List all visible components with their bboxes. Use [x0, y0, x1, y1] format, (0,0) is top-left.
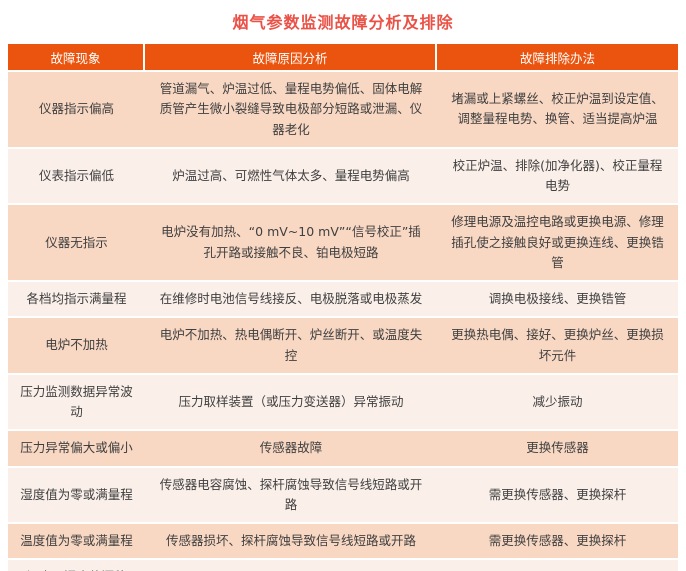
- cell-phenomenon: 温度、湿度值漂移大，不稳定: [8, 560, 145, 571]
- table-row: 温度值为零或满量程 传感器损坏、探杆腐蚀导致信号线短路或开路 需更换传感器、更换探杆: [8, 524, 678, 559]
- table-row: 湿度值为零或满量程 传感器电容腐蚀、探杆腐蚀导致信号线短路或开路 需更换传感器、更换…: [8, 467, 678, 522]
- cell-phenomenon: 仪器指示偏高: [8, 72, 145, 147]
- table-row: 压力异常偏大或偏小 传感器故障 更换传感器: [8, 431, 678, 466]
- cell-phenomenon: 各档均指示满量程: [8, 282, 145, 317]
- cell-phenomenon: 温度值为零或满量程: [8, 524, 145, 559]
- cell-cause: 管道漏气、炉温过低、量程电势偏低、固体电解质管产生微小裂缝导致电极部分短路或泄漏…: [145, 72, 437, 147]
- table-row: 各档均指示满量程 在维修时电池信号线接反、电极脱落或电极蒸发 调换电极接线、更换锆管: [8, 282, 678, 317]
- table-header-row: 故障现象 故障原因分析 故障排除办法: [8, 44, 678, 70]
- table-row: 电炉不加热 电炉不加热、热电偶断开、炉丝断开、或温度失控 更换热电偶、接好、更换炉丝…: [8, 318, 678, 373]
- cell-phenomenon: 压力监测数据异常波动: [8, 374, 145, 430]
- cell-remedy: 更换热电偶、接好、更换炉丝、更换损坏元件: [437, 318, 678, 373]
- cell-phenomenon: 仪器无指示: [8, 205, 145, 280]
- cell-cause: 传感器损坏、探杆腐蚀导致信号线短路或开路: [145, 524, 437, 559]
- table-row: 仪器指示偏高 管道漏气、炉温过低、量程电势偏低、固体电解质管产生微小裂缝导致电极部…: [8, 72, 678, 147]
- cell-phenomenon: 湿度值为零或满量程: [8, 467, 145, 522]
- cell-remedy: 调换电极接线、更换锆管: [437, 282, 678, 317]
- table-body: 仪器指示偏高 管道漏气、炉温过低、量程电势偏低、固体电解质管产生微小裂缝导致电极部…: [8, 72, 678, 571]
- header-phenomenon: 故障现象: [8, 44, 145, 70]
- cell-remedy: 需更换传感器、更换探杆: [437, 524, 678, 559]
- cell-cause: 传感器故障: [145, 560, 437, 571]
- header-cause-analysis: 故障原因分析: [145, 44, 437, 70]
- cell-phenomenon: 仪表指示偏低: [8, 148, 145, 204]
- cell-remedy: 减少振动: [437, 374, 678, 430]
- header-remedy: 故障排除办法: [437, 44, 678, 70]
- cell-remedy: 堵漏或上紧螺丝、校正炉温到设定值、调整量程电势、换管、适当提高炉温: [437, 72, 678, 147]
- cell-phenomenon: 压力异常偏大或偏小: [8, 431, 145, 466]
- cell-remedy: 校正炉温、排除(加净化器)、校正量程电势: [437, 148, 678, 204]
- page-title: 烟气参数监测故障分析及排除: [232, 13, 454, 32]
- cell-cause: 压力取样装置（或压力变送器）异常振动: [145, 374, 437, 430]
- cell-remedy: 更换传感器: [437, 560, 678, 571]
- cell-remedy: 更换传感器: [437, 431, 678, 466]
- fault-table: 故障现象 故障原因分析 故障排除办法 仪器指示偏高 管道漏气、炉温过低、量程电势偏…: [8, 42, 678, 571]
- table-row: 压力监测数据异常波动 压力取样装置（或压力变送器）异常振动 减少振动: [8, 374, 678, 430]
- table-row: 仪器无指示 电炉没有加热、“0 mV~10 mV”“信号校正”插孔开路或接触不良、…: [8, 205, 678, 280]
- cell-cause: 电炉没有加热、“0 mV~10 mV”“信号校正”插孔开路或接触不良、铂电极短路: [145, 205, 437, 280]
- cell-phenomenon: 电炉不加热: [8, 318, 145, 373]
- cell-remedy: 需更换传感器、更换探杆: [437, 467, 678, 522]
- cell-cause: 电炉不加热、热电偶断开、炉丝断开、或温度失控: [145, 318, 437, 373]
- cell-cause: 炉温过高、可燃性气体太多、量程电势偏高: [145, 148, 437, 204]
- cell-cause: 在维修时电池信号线接反、电极脱落或电极蒸发: [145, 282, 437, 317]
- cell-cause: 传感器电容腐蚀、探杆腐蚀导致信号线短路或开路: [145, 467, 437, 522]
- cell-remedy: 修理电源及温控电路或更换电源、修理插孔使之接触良好或更换连线、更换锆管: [437, 205, 678, 280]
- table-row: 仪表指示偏低 炉温过高、可燃性气体太多、量程电势偏高 校正炉温、排除(加净化器)、校…: [8, 148, 678, 204]
- table-row: 温度、湿度值漂移大，不稳定传感器故障更换传感器: [8, 560, 678, 571]
- cell-cause: 传感器故障: [145, 431, 437, 466]
